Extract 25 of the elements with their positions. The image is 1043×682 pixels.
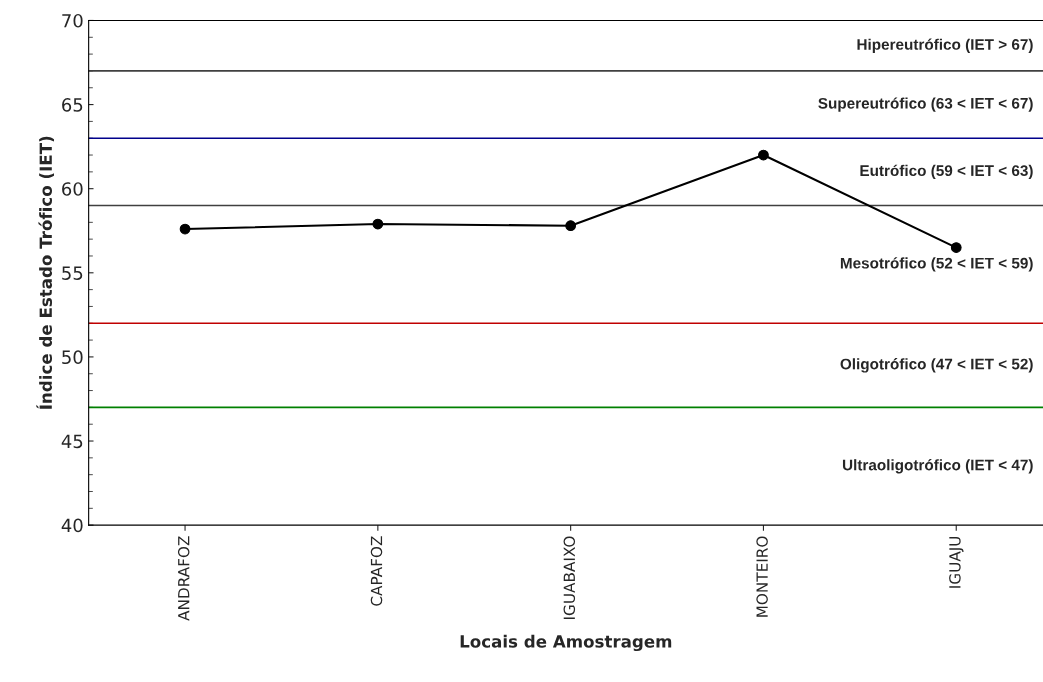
y-tick-label: 65 [62,98,83,112]
x-tick-label: ANDRAFOZ [177,536,190,621]
y-tick-label: 45 [61,434,83,449]
point [758,149,769,161]
annotation: Ultraoligotrófico (IET < 47) [842,459,1033,474]
x-tick-label: IGUAJU [949,536,964,588]
y-tick-label: 50 [62,350,83,365]
point [950,242,962,253]
y-axis-title: Índice de Estado Trófico (IET) [36,136,54,409]
annotation: Mesotrófico (52 < IET < 59) [840,257,1033,272]
annotation: Eutrófico (59 < IET < 63) [860,164,1033,180]
annotation: Supereutrófico (63 < IET < 67) [818,97,1033,112]
y-tick-label: 40 [61,518,83,533]
annotation: Oligotrófico (47 < IET < 52) [840,358,1033,373]
y-tick-label: 70 [62,13,83,28]
y-tick-label: 55 [62,266,83,280]
x-tick-label: IGUABAIXO [563,536,576,619]
y-tick-label: 60 [62,182,83,196]
x-tick-label: CAPAFOZ [370,536,383,606]
annotation: Hipereutrófico (IET > 67) [857,38,1033,53]
point [372,218,384,230]
x-axis-title: Locais de Amostragem [460,634,672,652]
x-tick-label: MONTEIRO [756,536,768,617]
point [179,223,191,235]
point [565,220,577,232]
